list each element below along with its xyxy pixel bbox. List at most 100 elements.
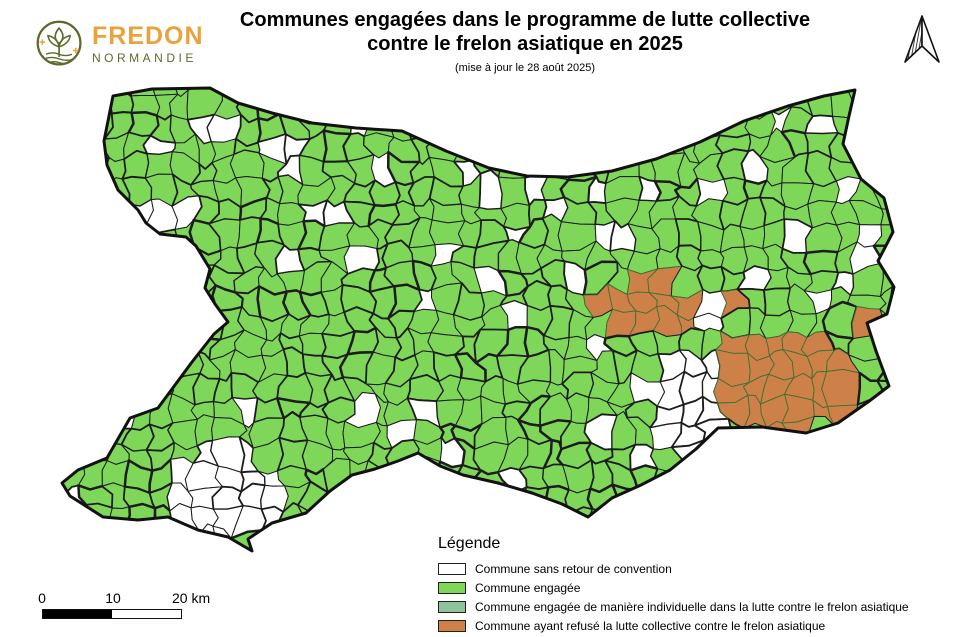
commune-polygon <box>100 284 132 318</box>
logo-brand-text: FREDON <box>92 22 204 50</box>
commune-polygon <box>699 458 727 493</box>
fredon-emblem-icon <box>36 20 82 66</box>
commune-polygon <box>824 479 851 514</box>
commune-polygon <box>167 289 194 309</box>
commune-polygon <box>468 134 508 161</box>
commune-polygon <box>872 437 894 471</box>
commune-polygon <box>327 513 353 532</box>
commune-polygon <box>345 488 370 520</box>
commune-polygon <box>300 88 326 100</box>
commune-polygon <box>170 544 195 551</box>
commune-polygon <box>451 489 480 514</box>
commune-polygon <box>120 241 156 273</box>
commune-polygon <box>167 264 201 293</box>
commune-polygon <box>151 301 177 338</box>
commune-polygon <box>77 172 111 204</box>
commune-polygon <box>384 525 418 551</box>
commune-polygon <box>62 201 85 231</box>
commune-polygon <box>892 446 894 472</box>
commune-polygon <box>62 504 66 539</box>
commune-polygon <box>324 525 355 551</box>
commune-polygon <box>851 417 877 449</box>
page-title-line1: Communes engagées dans le programme de l… <box>239 9 811 31</box>
commune-polygon <box>123 324 153 360</box>
commune-polygon <box>62 227 84 251</box>
commune-polygon <box>659 88 684 99</box>
commune-polygon <box>518 113 542 143</box>
commune-polygon <box>386 490 420 516</box>
commune-polygon <box>649 491 685 517</box>
commune-polygon <box>80 553 107 579</box>
commune-polygon <box>62 528 85 551</box>
commune-polygon <box>404 502 442 533</box>
commune-polygon <box>62 420 70 451</box>
commune-polygon <box>366 88 396 122</box>
commune-polygon <box>517 509 549 539</box>
fredon-logo-text: FREDON NORMANDIE <box>92 22 204 65</box>
commune-polygon <box>784 465 813 489</box>
commune-polygon <box>79 372 111 404</box>
commune-polygon <box>475 485 510 515</box>
commune-polygon <box>152 262 177 291</box>
commune-polygon <box>671 107 700 145</box>
commune-polygon <box>891 393 894 422</box>
commune-polygon <box>62 371 84 404</box>
commune-polygon <box>807 436 839 471</box>
commune-polygon <box>143 354 171 384</box>
commune-polygon <box>147 524 178 549</box>
commune-polygon <box>897 420 925 451</box>
commune-polygon <box>897 355 919 379</box>
commune-polygon <box>540 90 570 121</box>
commune-polygon <box>62 418 91 447</box>
commune-polygon <box>389 88 419 99</box>
commune-polygon <box>630 88 664 100</box>
commune-polygon <box>454 88 486 115</box>
legend-item-label: Commune engagée de manière individuelle … <box>475 599 909 614</box>
commune-polygon <box>633 93 666 117</box>
commune-polygon <box>229 149 265 179</box>
commune-polygon <box>100 264 124 298</box>
commune-polygon <box>263 557 288 580</box>
commune-polygon <box>718 440 742 477</box>
commune-polygon <box>411 525 442 551</box>
commune-polygon <box>892 327 894 363</box>
commune-polygon <box>568 130 596 156</box>
commune-polygon <box>386 507 413 533</box>
commune-polygon <box>736 438 768 474</box>
commune-polygon <box>677 74 709 87</box>
commune-polygon <box>869 155 894 186</box>
commune-polygon <box>383 550 422 551</box>
commune-polygon <box>736 485 767 516</box>
commune-polygon <box>890 506 894 533</box>
commune-polygon <box>81 398 111 429</box>
communes-layer <box>62 74 925 580</box>
commune-polygon <box>62 438 65 472</box>
commune-polygon <box>362 486 398 515</box>
commune-polygon <box>345 557 379 580</box>
commune-polygon <box>717 471 746 493</box>
title-block: Communes engagées dans le programme de l… <box>80 8 970 74</box>
commune-polygon <box>76 247 112 275</box>
commune-polygon <box>682 511 700 531</box>
commune-polygon <box>62 88 67 119</box>
commune-polygon <box>803 507 830 536</box>
commune-polygon <box>496 110 526 143</box>
legend-item-label: Commune ayant refusé la lutte collective… <box>475 618 826 633</box>
commune-polygon <box>231 548 268 551</box>
commune-polygon <box>844 481 883 514</box>
commune-polygon <box>87 329 104 363</box>
commune-polygon <box>823 505 860 535</box>
commune-polygon <box>785 479 805 514</box>
commune-polygon <box>213 547 239 551</box>
commune-polygon <box>110 222 131 253</box>
north-arrow-icon <box>904 15 940 63</box>
commune-polygon <box>279 546 311 551</box>
commune-polygon <box>478 93 500 112</box>
commune-polygon <box>586 132 615 160</box>
commune-polygon <box>783 507 811 538</box>
commune-polygon <box>877 108 894 140</box>
commune-polygon <box>651 106 683 138</box>
commune-polygon <box>62 531 66 551</box>
